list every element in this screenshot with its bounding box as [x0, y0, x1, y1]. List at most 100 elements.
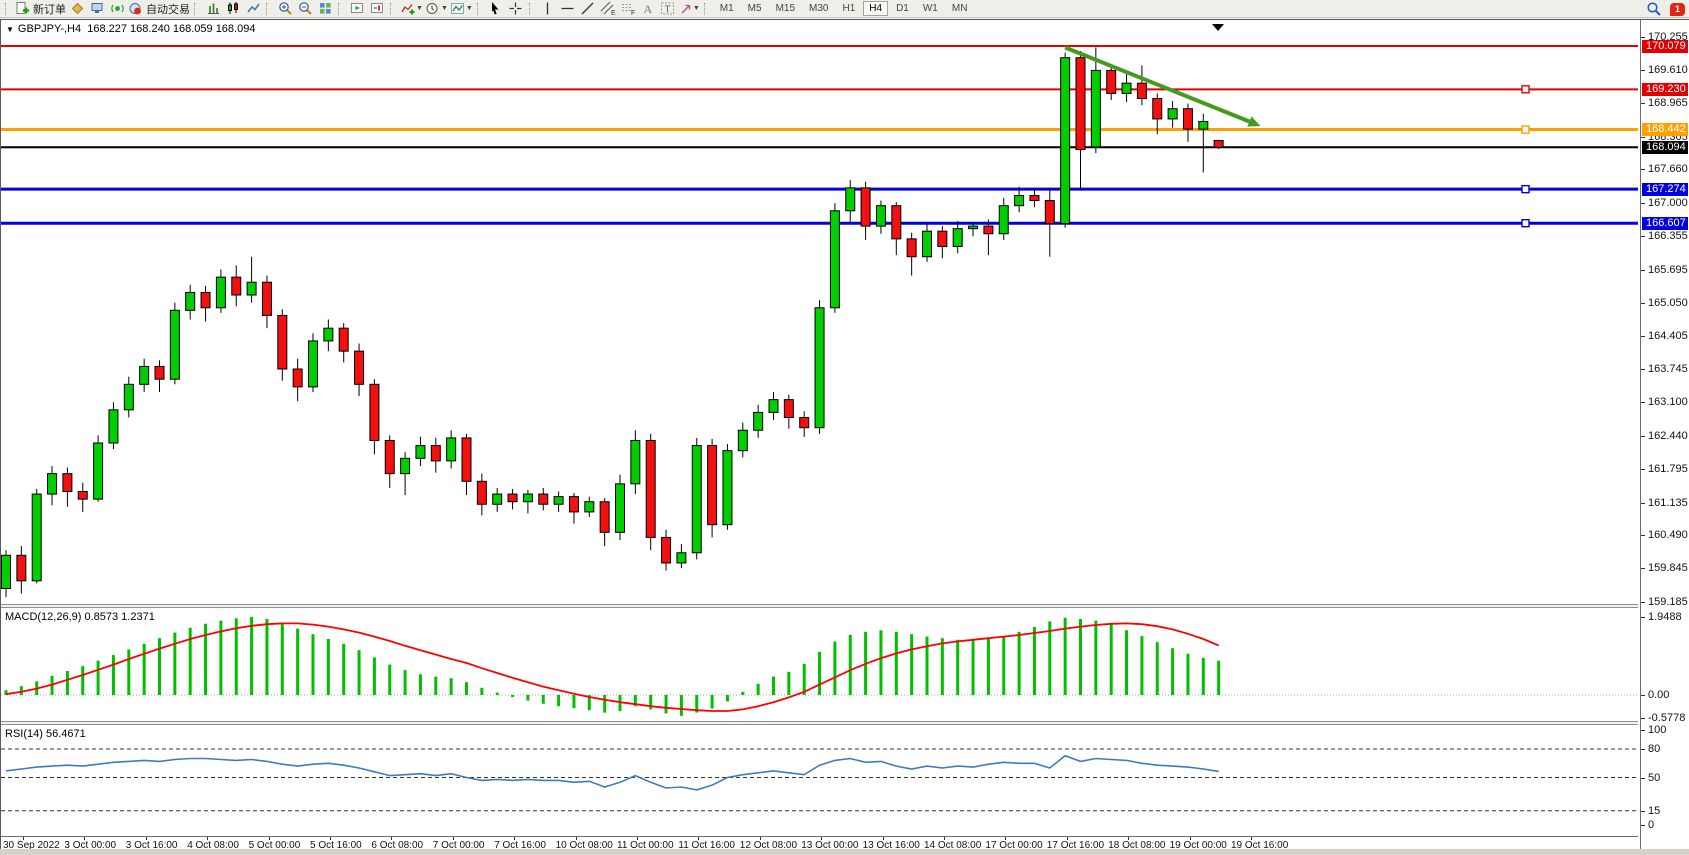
symbol-period-label: GBPJPY-,H4: [17, 23, 82, 35]
time-tick-label: 5 Oct 16:00: [310, 840, 362, 851]
rsi-line: [5, 754, 1219, 791]
hline-handle[interactable]: [1521, 125, 1530, 134]
tf-m1-button[interactable]: M1: [719, 3, 734, 14]
arrows-icon: [679, 1, 692, 16]
panel-separator-macd[interactable]: [1, 604, 1638, 608]
trendline-icon: [580, 1, 595, 16]
crosshair-tool-button[interactable]: [507, 1, 525, 17]
bar-chart-icon: [206, 1, 221, 16]
axis-tick-label: 161.795: [1648, 462, 1688, 475]
candlestick-mode-button[interactable]: [224, 1, 242, 17]
horizontal-line-tool-button[interactable]: [559, 1, 577, 17]
templates-button[interactable]: ▼: [450, 1, 473, 17]
auto-trading-icon: [128, 1, 143, 16]
axis-tick-mark: [1641, 435, 1645, 437]
auto-scroll-button[interactable]: [348, 1, 366, 17]
toolbar-grip[interactable]: [528, 2, 535, 15]
time-tick-label: 17 Oct 16:00: [1046, 840, 1105, 851]
time-tick-label: 10 Oct 08:00: [555, 840, 613, 851]
new-order-button[interactable]: 新订单: [15, 1, 66, 17]
market-watch-button[interactable]: [88, 1, 106, 17]
hline-handle[interactable]: [1521, 85, 1530, 94]
toolbar-grip[interactable]: [5, 2, 11, 15]
line-chart-mode-button[interactable]: [244, 1, 262, 17]
search-button[interactable]: [1645, 1, 1663, 17]
axis-tick-label: 168.965: [1648, 96, 1688, 109]
auto-trading-button[interactable]: 自动交易: [128, 1, 190, 17]
toolbar-grip[interactable]: [703, 2, 710, 15]
trendline-tool-button[interactable]: [579, 1, 597, 17]
toolbar-grip[interactable]: [390, 2, 396, 15]
axis-tick-label: 165.050: [1648, 296, 1688, 309]
axis-tick-label: -0.5778: [1648, 712, 1686, 725]
dropdown-arrow-icon: ▼: [692, 5, 700, 12]
zoom-in-button[interactable]: [276, 1, 294, 17]
time-tick-label: 7 Oct 16:00: [494, 840, 546, 851]
price-label-168.442: 168.442: [1642, 123, 1688, 136]
trend-arrow[interactable]: [1064, 45, 1251, 124]
text-label-tool-button[interactable]: T: [659, 1, 677, 17]
tf-d1-button[interactable]: D1: [896, 3, 909, 14]
text-tool-button[interactable]: A: [639, 1, 657, 17]
hline-handle[interactable]: [1521, 184, 1530, 194]
new-order-label: 新订单: [33, 3, 66, 16]
chart-window[interactable]: 30 Sep 2022 3 Oct 00:00 3 Oct 16:00 4 Oct 0…: [0, 19, 1689, 851]
time-tick-label: 14 Oct 08:00: [924, 840, 982, 851]
chart-shift-button[interactable]: [368, 1, 386, 17]
data-window-button[interactable]: [108, 1, 126, 17]
zoom-out-button[interactable]: [296, 1, 314, 17]
vertical-line-tool-button[interactable]: [539, 1, 557, 17]
time-tick-label: 13 Oct 16:00: [862, 840, 920, 851]
chart-profile-button[interactable]: [68, 1, 86, 17]
bar-chart-mode-button[interactable]: [204, 1, 222, 17]
axis-tick-mark: [1641, 169, 1645, 171]
periods-button[interactable]: ▼: [425, 1, 448, 17]
tf-h4-button[interactable]: H4: [863, 1, 889, 16]
time-tick-label: 17 Oct 00:00: [985, 840, 1043, 851]
dropdown-arrow-icon: ▼: [465, 5, 473, 12]
rsi-indicator-label: RSI(14) 56.4671: [5, 728, 86, 740]
axis-tick-mark: [1641, 335, 1645, 337]
tf-m30-button[interactable]: M30: [809, 3, 829, 14]
axis-tick-mark: [1641, 602, 1645, 603]
axis-tick-label: 162.440: [1648, 429, 1688, 442]
toolbar-grip[interactable]: [266, 2, 272, 15]
tf-mn-button[interactable]: MN: [951, 3, 968, 14]
toolbar-grip[interactable]: [476, 2, 483, 15]
macd-panel[interactable]: [1, 609, 1638, 721]
svg-text:A: A: [644, 2, 653, 16]
cursor-tool-button[interactable]: [487, 1, 505, 17]
axis-tick-mark: [1641, 749, 1645, 750]
tf-m5-button[interactable]: M5: [747, 3, 762, 14]
axis-tick-mark: [1641, 810, 1645, 812]
collapse-arrow-icon[interactable]: ▼: [6, 25, 14, 34]
tf-w1-button[interactable]: W1: [922, 3, 938, 14]
axis-tick-mark: [1641, 730, 1645, 731]
rsi-panel[interactable]: [1, 726, 1638, 836]
panel-separator-rsi[interactable]: [1, 721, 1638, 725]
notifications-button[interactable]: 1: [1670, 2, 1685, 16]
chart-shift-icon: [370, 1, 385, 16]
toolbar-grip[interactable]: [338, 2, 344, 15]
diamond-icon: [70, 1, 85, 16]
tf-h1-button[interactable]: H1: [842, 3, 856, 14]
window-bottom-edge: [0, 849, 1689, 855]
indicators-button[interactable]: ▼: [400, 1, 423, 17]
main-price-chart[interactable]: [1, 20, 1638, 604]
hline-handle[interactable]: [1521, 218, 1530, 228]
chart-shift-marker[interactable]: [1212, 24, 1224, 31]
arrows-tool-button[interactable]: ▼: [679, 1, 700, 17]
time-tick-mark: [207, 837, 209, 840]
axis-tick-label: 0.00: [1648, 689, 1670, 701]
tile-windows-button[interactable]: [316, 1, 334, 17]
tile-windows-icon: [318, 1, 333, 16]
tf-m15-button[interactable]: M15: [775, 3, 796, 14]
time-tick-mark: [821, 837, 823, 840]
toolbar-grip[interactable]: [194, 2, 200, 15]
axis-tick-label: 80: [1648, 743, 1661, 755]
time-axis[interactable]: 30 Sep 2022 3 Oct 00:00 3 Oct 16:00 4 Oct 0…: [1, 836, 1638, 851]
price-axis[interactable]: 170.255 169.610 168.965 168.305 167.660 167.0…: [1640, 20, 1689, 849]
channel-tool-button[interactable]: E: [599, 1, 617, 17]
fibonacci-tool-button[interactable]: F: [619, 1, 637, 17]
auto-trading-label: 自动交易: [146, 3, 190, 16]
